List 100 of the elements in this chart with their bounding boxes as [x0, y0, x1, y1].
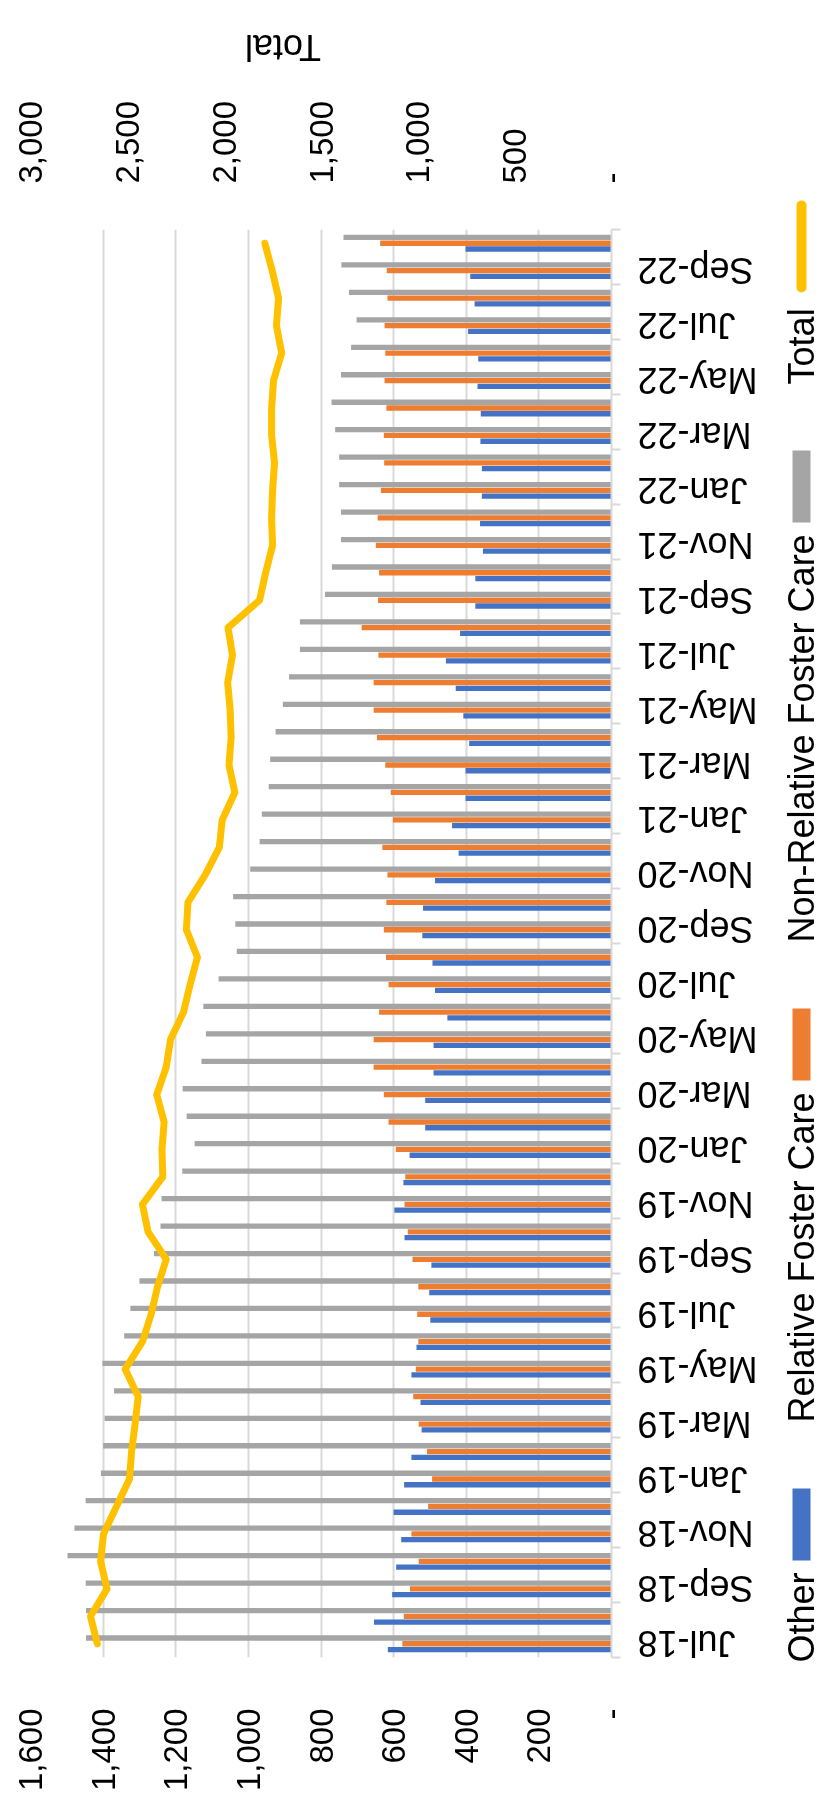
bar — [343, 234, 612, 241]
bar — [431, 1262, 612, 1268]
bar — [435, 877, 612, 884]
legend-label: Relative Foster Care — [781, 1092, 821, 1423]
bar — [388, 982, 612, 988]
bar — [447, 1015, 612, 1021]
bar — [377, 515, 612, 521]
bar — [130, 1305, 612, 1312]
bar — [418, 1339, 612, 1345]
bar — [425, 1097, 612, 1103]
bar — [374, 1619, 612, 1625]
bar — [182, 1168, 612, 1174]
bar — [340, 372, 612, 378]
y-tick-label: May-22 — [637, 360, 758, 402]
bar — [339, 481, 612, 488]
bar — [153, 1250, 612, 1257]
bar — [341, 262, 612, 268]
bar — [361, 625, 612, 631]
bar — [205, 1031, 612, 1037]
x2-tick-label: 1,000 — [399, 100, 437, 184]
bar — [420, 1399, 612, 1406]
bar — [386, 405, 612, 411]
bar — [432, 960, 612, 966]
legend-label: Other — [781, 1572, 821, 1663]
bar — [428, 1503, 612, 1510]
bar — [383, 927, 612, 933]
x-tick-label: 1,600 — [12, 1708, 49, 1792]
y-tick-label: Sep-21 — [637, 579, 754, 621]
bar — [289, 674, 612, 680]
y-tick-label: Jul-18 — [637, 1623, 736, 1665]
bar — [403, 1613, 612, 1619]
bar — [186, 1113, 612, 1119]
y-tick-label: Nov-19 — [637, 1183, 754, 1225]
bar — [124, 1333, 612, 1339]
y-tick-label: May-20 — [637, 1019, 758, 1061]
x2-tick-label: 2,500 — [108, 100, 146, 184]
bar — [161, 1195, 612, 1202]
bar — [405, 1174, 612, 1180]
bar — [261, 811, 612, 817]
bar — [465, 795, 612, 801]
bar — [384, 460, 612, 466]
bar — [324, 591, 612, 598]
bar — [409, 1586, 612, 1592]
bar — [422, 932, 612, 939]
bar — [392, 1591, 612, 1598]
bar — [411, 1454, 612, 1460]
bar — [383, 432, 612, 439]
x-tick-label: 800 — [302, 1708, 340, 1764]
bar — [417, 1311, 612, 1317]
bar — [103, 1443, 612, 1449]
bar — [404, 1482, 612, 1488]
bar — [478, 356, 612, 362]
x2-tick-label: 2,000 — [205, 100, 243, 184]
bar — [376, 734, 612, 741]
bar — [85, 1580, 612, 1586]
y-tick-label: Jul-19 — [637, 1293, 736, 1335]
bar — [373, 1064, 612, 1070]
bar — [475, 575, 612, 582]
bar — [268, 784, 612, 790]
x2-tick-label: 1,500 — [302, 100, 340, 184]
y-tick-label: Sep-22 — [637, 250, 754, 292]
bar — [418, 1421, 612, 1427]
bar — [388, 1119, 612, 1125]
y-tick-label: Mar-19 — [637, 1403, 752, 1445]
x2-tick-label: 500 — [496, 128, 534, 184]
bar — [382, 844, 612, 851]
bar — [385, 762, 612, 768]
bar — [383, 1091, 612, 1098]
bar — [452, 823, 612, 829]
bar — [182, 1086, 612, 1092]
bar — [386, 899, 612, 905]
bar — [413, 1393, 612, 1400]
bar — [67, 1552, 612, 1559]
bar — [356, 317, 612, 323]
bar — [470, 273, 612, 280]
y-tick-label: Sep-20 — [637, 909, 754, 951]
bar — [411, 1531, 612, 1537]
bar — [395, 1146, 612, 1153]
bar — [475, 603, 612, 609]
bar — [299, 619, 612, 625]
y-tick-label: Jan-19 — [637, 1458, 748, 1500]
bar — [386, 268, 612, 274]
bar — [379, 1009, 612, 1015]
y-tick-label: Jul-20 — [637, 964, 736, 1006]
bar — [404, 1201, 612, 1208]
bar — [427, 1448, 612, 1455]
bar — [339, 454, 612, 460]
y-tick-label: Jan-21 — [637, 799, 748, 841]
x-tick-label: 400 — [447, 1708, 485, 1764]
bar — [430, 1317, 612, 1323]
x-tick-label: - — [593, 1708, 630, 1720]
bar — [445, 658, 612, 664]
y-tick-label: Jan-22 — [637, 469, 748, 511]
bar — [415, 1366, 612, 1372]
bar — [218, 976, 612, 982]
bar — [418, 1558, 612, 1565]
bar — [340, 536, 612, 543]
bar — [387, 872, 612, 878]
bar — [194, 1141, 612, 1147]
bar — [275, 729, 612, 735]
